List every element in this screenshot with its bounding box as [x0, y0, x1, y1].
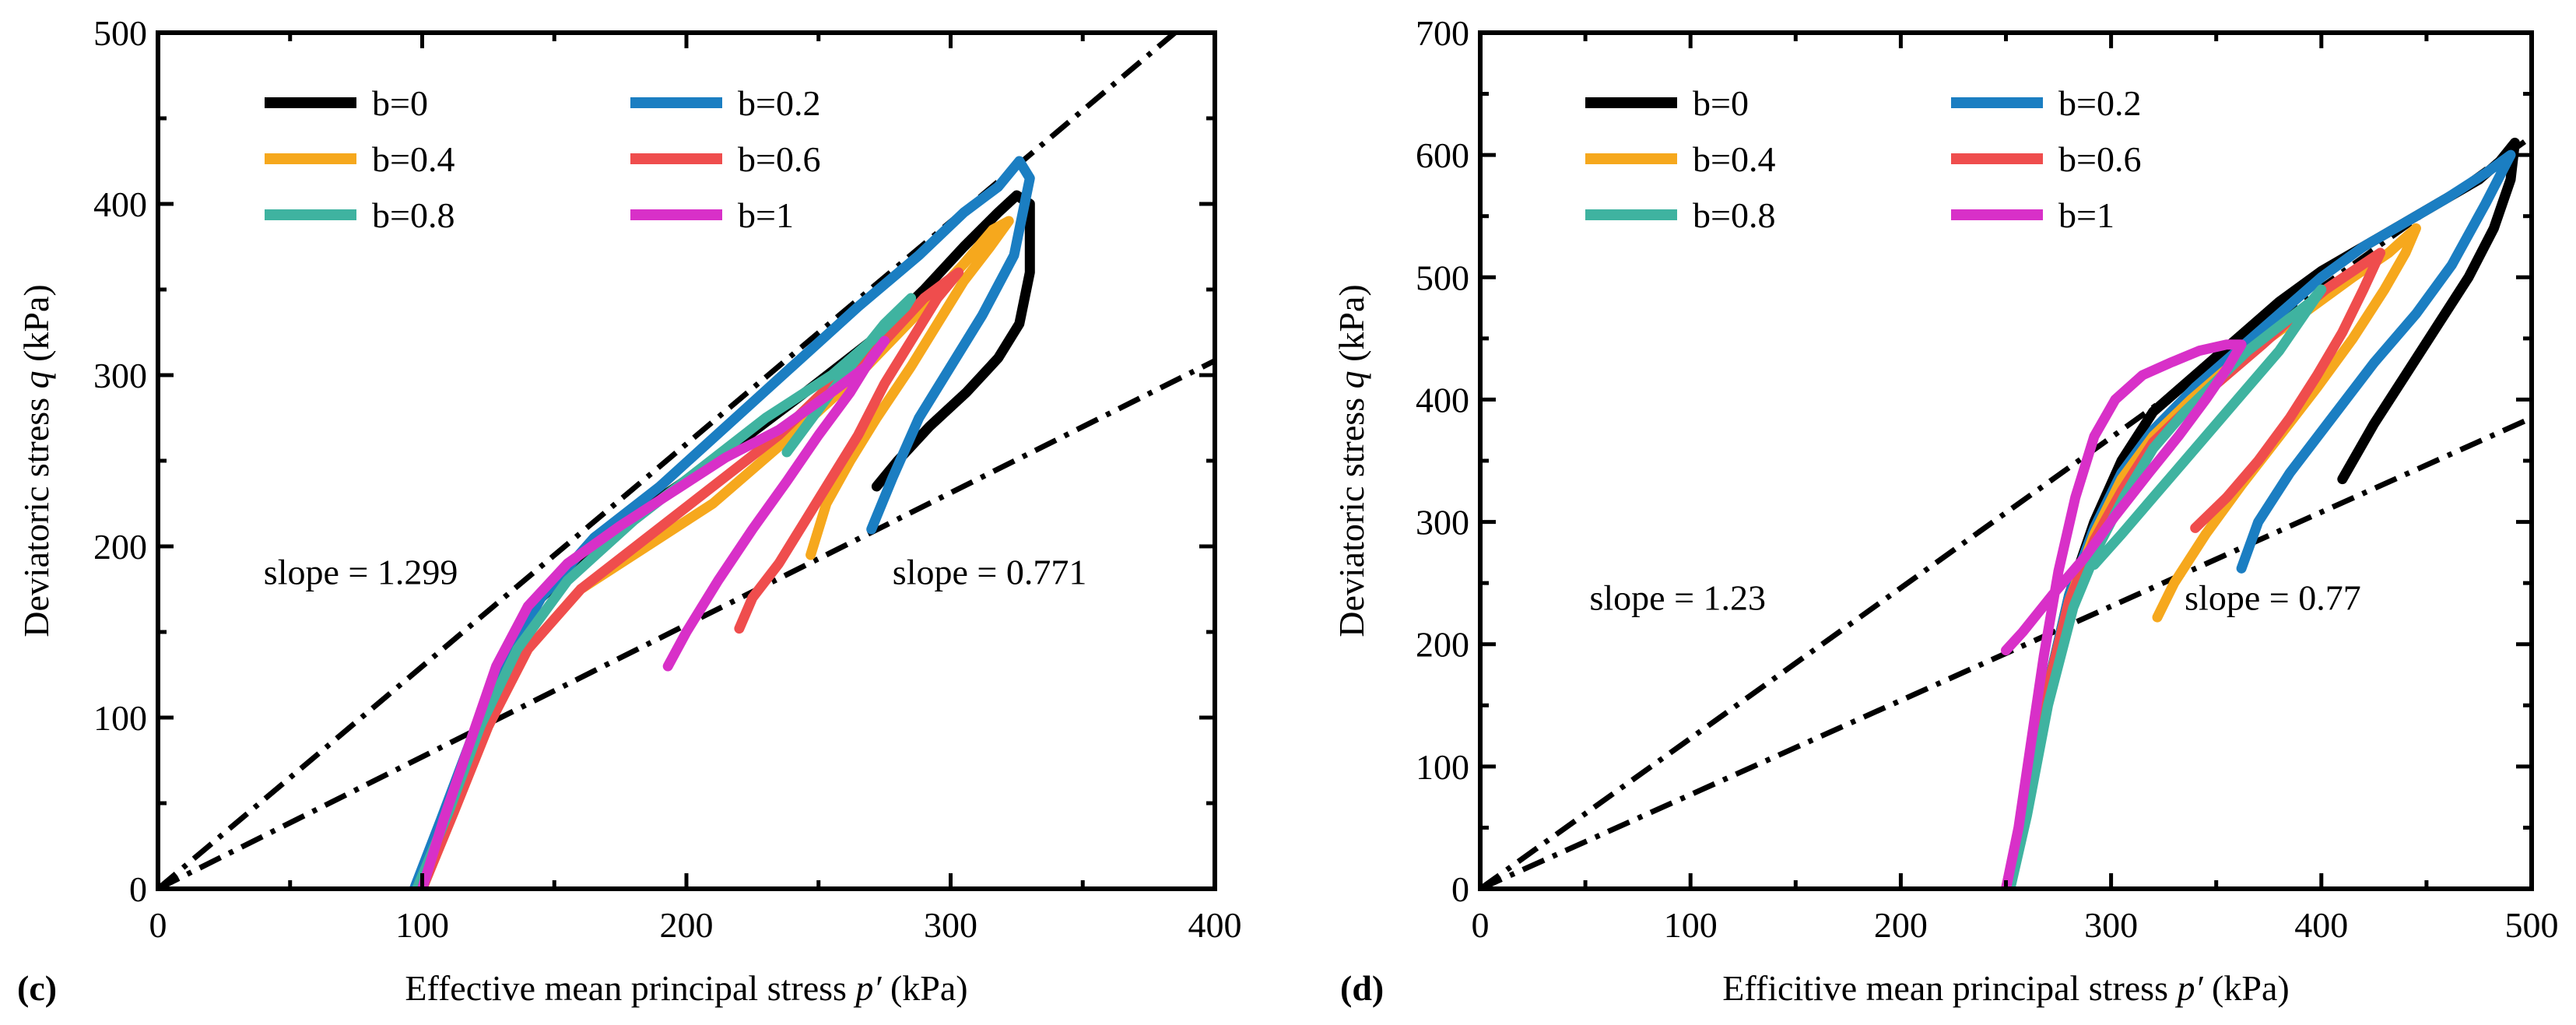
series-line-b=0.6	[417, 267, 964, 889]
x-tick-label: 400	[1188, 905, 1242, 945]
x-tick-label: 300	[924, 905, 977, 945]
panel-label: (d)	[1340, 968, 1384, 1008]
reference-line-0	[1480, 134, 2532, 889]
x-axis-title: Effective mean principal stress p′ (kPa)	[405, 968, 967, 1008]
series-line-b=1	[417, 335, 890, 889]
series-line-b=0.2	[2001, 149, 2516, 889]
y-axis-title-part: q	[16, 370, 56, 388]
y-tick-label: 300	[1416, 503, 1469, 542]
x-tick-label: 200	[1874, 905, 1928, 945]
y-tick-label: 300	[93, 356, 147, 395]
y-tick-label: 100	[1416, 747, 1469, 787]
x-axis-title-part: (kPa)	[2203, 968, 2290, 1008]
x-axis-title-part: p′	[2174, 968, 2203, 1008]
y-axis-title-part: Deviatoric stress	[1332, 388, 1371, 637]
legend-label-b=0.4: b=0.4	[1693, 139, 1775, 179]
y-tick-label: 700	[1416, 13, 1469, 53]
legend-label-b=0.8: b=0.8	[1693, 195, 1775, 235]
legend-label-b=0.6: b=0.6	[738, 139, 820, 179]
y-tick-label: 600	[1416, 135, 1469, 175]
x-tick-label: 200	[660, 905, 714, 945]
legend: b=0 b=0.2 b=0.4 b=0.6 b=0.8 b=1	[1585, 83, 2141, 235]
legend-label-b=0: b=0	[1693, 83, 1749, 123]
y-tick-label: 500	[1416, 258, 1469, 297]
slope-label-0: slope = 1.299	[264, 552, 458, 591]
y-tick-label: 0	[1451, 869, 1469, 909]
x-tick-label: 100	[395, 905, 449, 945]
x-tick-label: 300	[2084, 905, 2138, 945]
series-line-b=0.2	[409, 156, 1035, 889]
panel-label: (c)	[17, 968, 57, 1008]
y-axis-title-part: Deviatoric stress	[16, 388, 56, 637]
slope-label-0: slope = 1.23	[1590, 578, 1767, 618]
y-axis-title: Deviatoric stress q (kPa)	[16, 284, 56, 637]
reference-line-1	[158, 358, 1215, 889]
chart-panel-d: slope = 1.23 slope = 0.77 0 100 200 300 400 500…	[1332, 13, 2559, 1008]
x-tick-label: 0	[149, 905, 167, 945]
x-axis-title-part: Effective mean principal stress	[405, 968, 855, 1008]
legend: b=0 b=0.2 b=0.4 b=0.6 b=0.8 b=1	[265, 83, 820, 235]
x-axis-title-part: p′	[853, 968, 882, 1008]
series-line-b=0.8	[412, 293, 917, 889]
series-line-b=1	[2001, 339, 2247, 889]
x-tick-label: 400	[2294, 905, 2348, 945]
legend-label-b=0.2: b=0.2	[738, 83, 820, 123]
y-tick-label: 200	[1416, 625, 1469, 665]
x-tick-label: 100	[1664, 905, 1718, 945]
y-tick-label: 500	[93, 13, 147, 53]
legend-label-b=0.4: b=0.4	[372, 139, 454, 179]
y-axis-title-part: q	[1332, 370, 1371, 388]
y-axis-title-part: (kPa)	[16, 284, 56, 370]
slope-label-1: slope = 0.771	[893, 552, 1087, 591]
x-axis-title-part: (kPa)	[881, 968, 967, 1008]
y-tick-label: 0	[129, 869, 147, 909]
y-tick-label: 400	[93, 184, 147, 224]
legend-label-b=1: b=1	[2058, 195, 2114, 235]
legend-label-b=0.2: b=0.2	[2058, 83, 2141, 123]
reference-line-0	[158, 33, 1180, 889]
chart-panel-c: slope = 1.299 slope = 0.771 0 100 200 300 400 0…	[16, 13, 1242, 1008]
x-tick-label: 500	[2505, 905, 2559, 945]
legend-label-b=0: b=0	[372, 83, 428, 123]
x-axis-title-part: Efficitive mean principal stress	[1722, 968, 2177, 1008]
y-tick-label: 400	[1416, 380, 1469, 419]
x-tick-label: 0	[1472, 905, 1490, 945]
y-axis-title-part: (kPa)	[1332, 284, 1371, 370]
y-axis-title: Deviatoric stress q (kPa)	[1332, 284, 1371, 637]
legend-label-b=0.6: b=0.6	[2058, 139, 2141, 179]
slope-label-1: slope = 0.77	[2185, 578, 2361, 618]
y-tick-label: 100	[93, 698, 147, 738]
legend-label-b=0.8: b=0.8	[372, 195, 454, 235]
y-tick-label: 200	[93, 527, 147, 567]
x-axis-title: Efficitive mean principal stress p′ (kPa…	[1722, 968, 2289, 1008]
series-line-b=0.8	[2005, 284, 2327, 889]
legend-label-b=1: b=1	[738, 195, 794, 235]
